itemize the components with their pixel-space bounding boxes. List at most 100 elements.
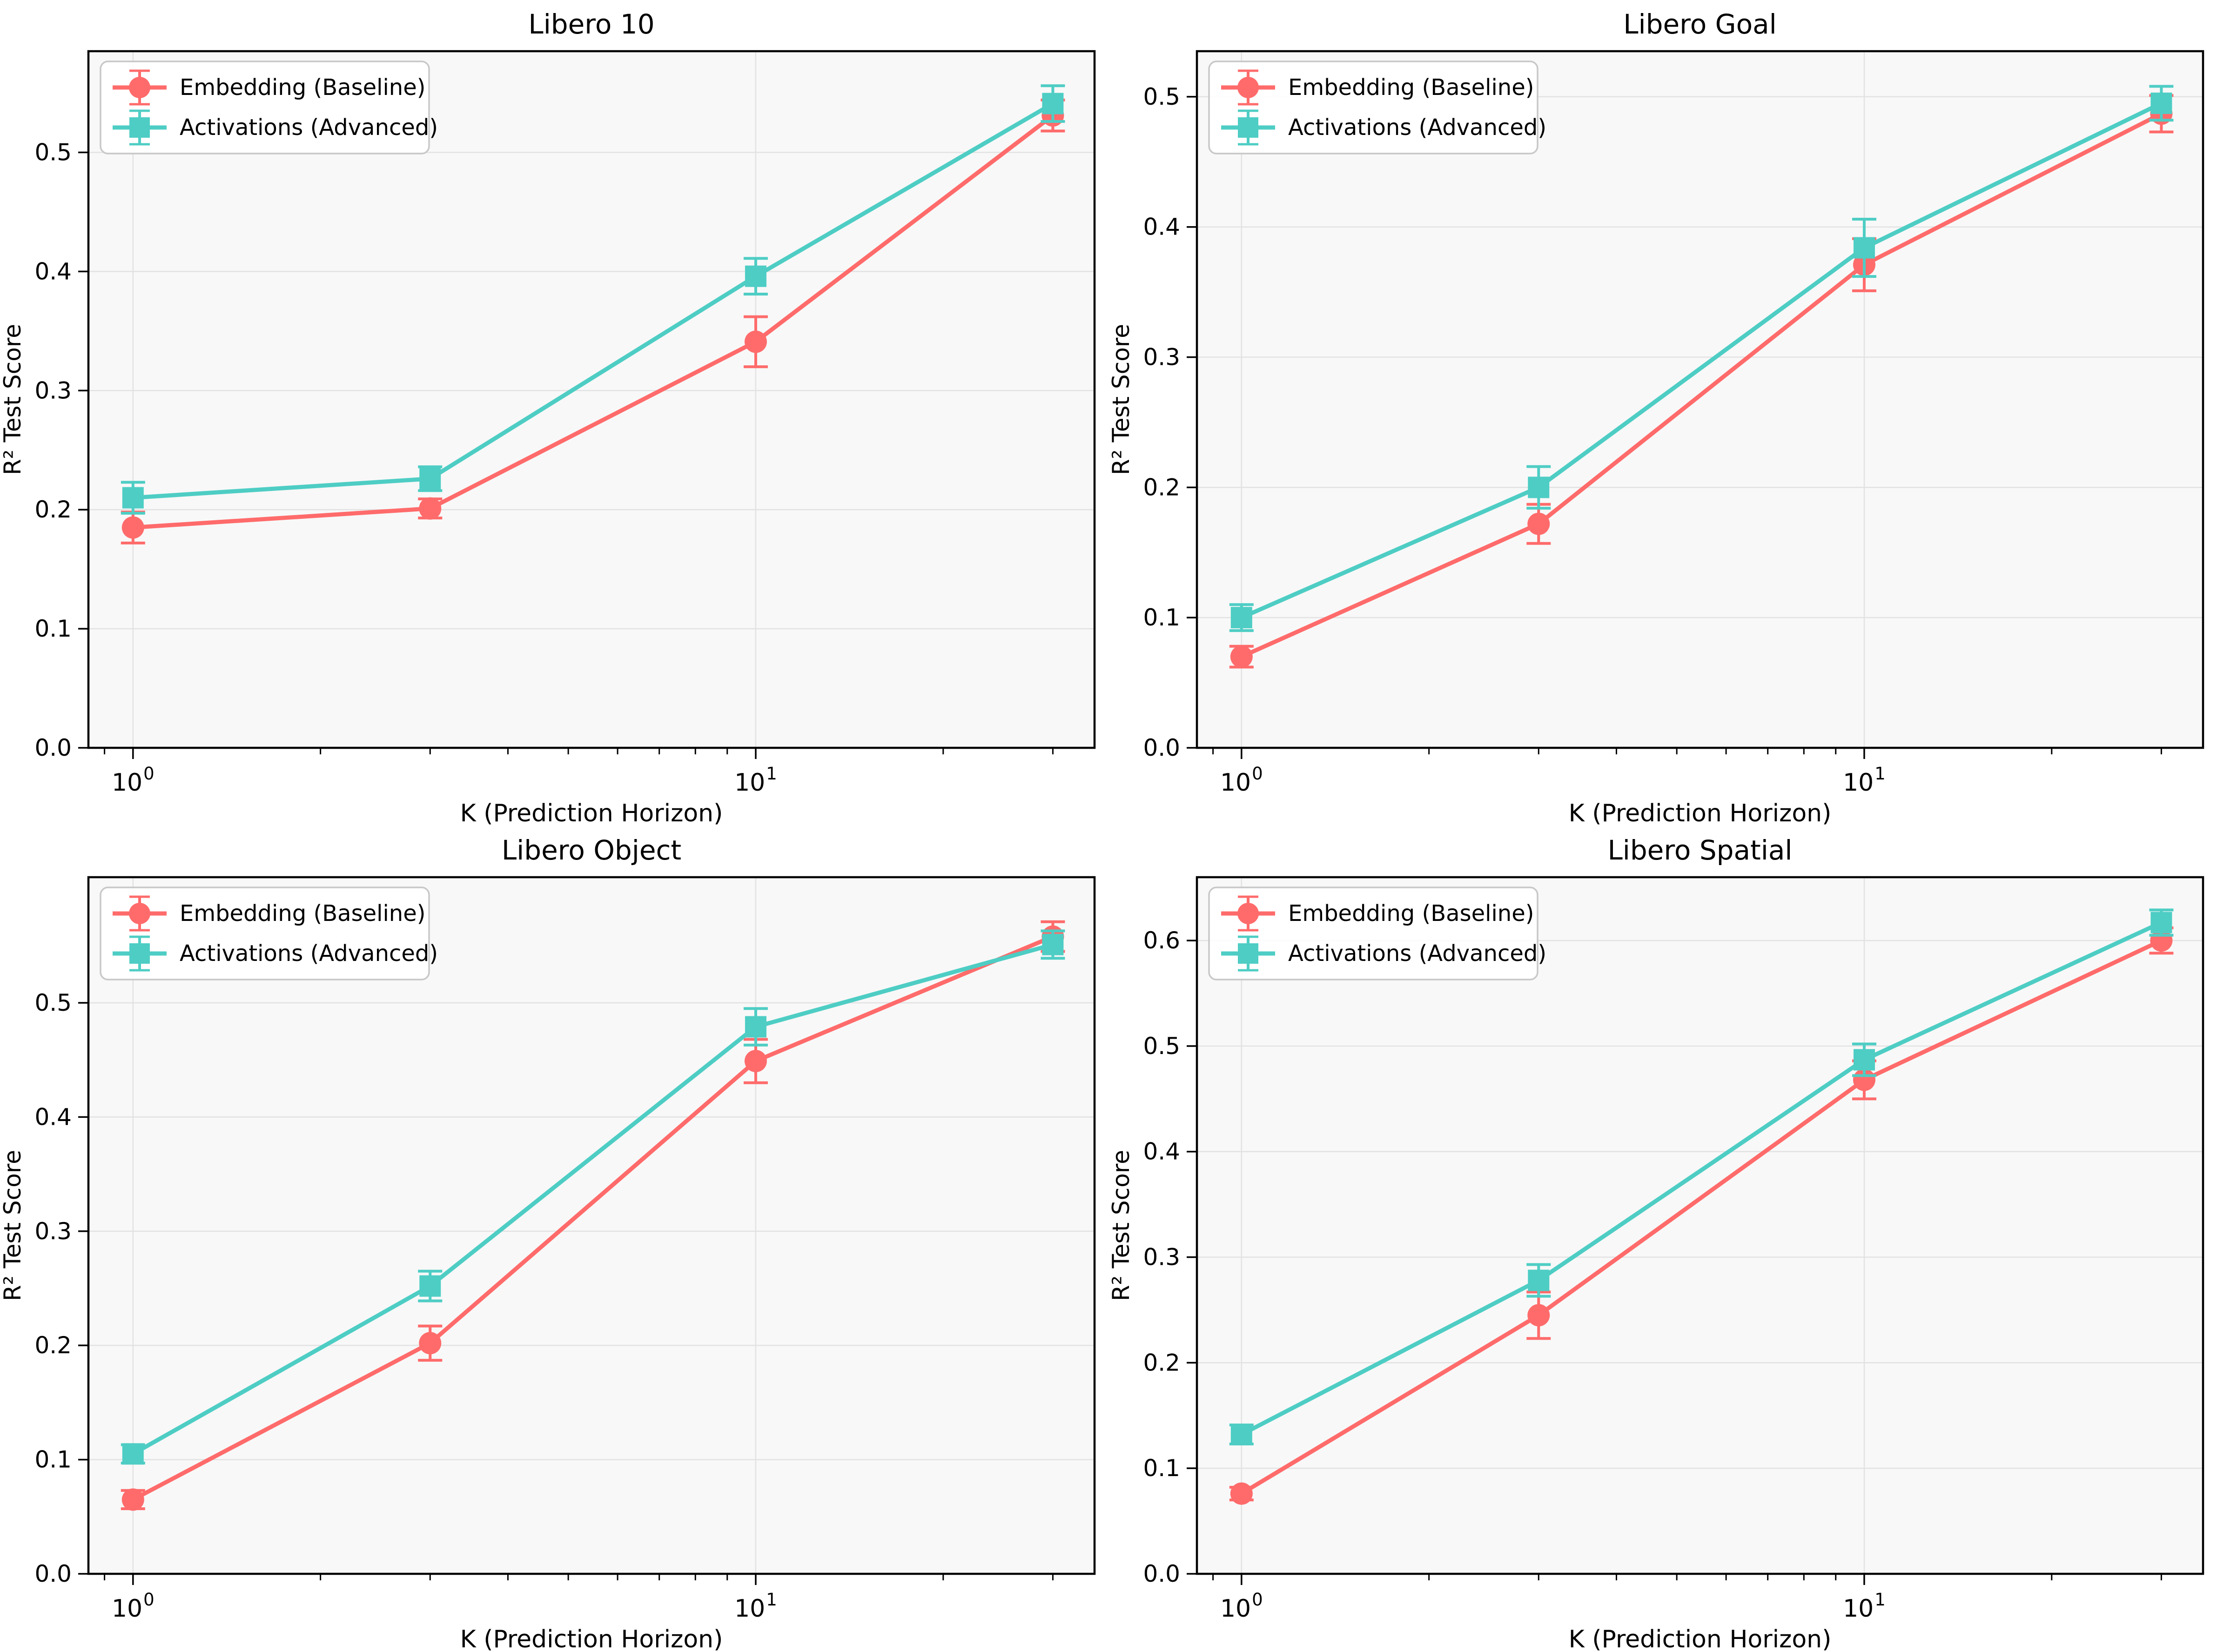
legend-item-activations: Activations (Advanced)	[113, 935, 438, 972]
x-tick-labels: 100 101	[112, 1590, 777, 1623]
legend-label: Embedding (Baseline)	[180, 74, 425, 101]
markers-activations	[1230, 912, 2172, 1445]
plot-area	[1197, 877, 2203, 1574]
x-tick-label: 100	[1220, 764, 1263, 797]
y-tick-label: 0.0	[1143, 734, 1180, 761]
series-activations	[121, 84, 1065, 515]
x-axis-label: K (Prediction Horizon)	[1569, 799, 1832, 826]
data-point-activations	[419, 1275, 441, 1297]
axis-ticks	[78, 151, 1054, 759]
data-point-embedding	[1230, 1482, 1253, 1505]
y-tick-label: 0.1	[34, 615, 72, 642]
y-tick-label: 0.0	[34, 1560, 72, 1587]
data-point-activations	[122, 487, 144, 509]
legend-marker-circle	[1237, 77, 1259, 98]
series-activations	[1229, 908, 2174, 1446]
data-line-activations	[132, 942, 1054, 1456]
x-tick-label: 100	[112, 1590, 155, 1623]
x-axis-label: K (Prediction Horizon)	[460, 799, 723, 826]
data-point-activations	[2150, 912, 2172, 933]
data-point-activations	[1853, 237, 1875, 259]
data-point-activations	[1230, 1424, 1252, 1445]
legend-label: Embedding (Baseline)	[1288, 74, 1534, 101]
data-point-embedding	[1527, 512, 1550, 535]
axes-spines	[87, 50, 1096, 749]
axis-ticks	[78, 1002, 1054, 1585]
subplot-libero-goal: 0.0 0.1 0.2 0.3 0.4 0.5 100 101 Embedding (Basel…	[1108, 0, 2217, 826]
markers-activations	[1230, 92, 2172, 629]
legend-marker-square	[1238, 943, 1258, 964]
chart-title: Libero Spatial	[1607, 834, 1792, 866]
plot-area	[88, 877, 1095, 1574]
series-activations	[1229, 85, 2174, 632]
data-point-activations	[2150, 92, 2172, 114]
y-tick-label: 0.1	[1143, 1455, 1180, 1482]
y-axis-label: R² Test Score	[1108, 324, 1135, 475]
data-line-activations	[1241, 101, 2163, 620]
legend-item-embedding: Embedding (Baseline)	[1221, 895, 1534, 932]
subplot-libero-spatial: 0.0 0.1 0.2 0.3 0.4 0.5 0.6 100 101 Embedding (Ba…	[1108, 826, 2217, 1652]
legend-marker-square	[129, 117, 150, 138]
x-tick-label: 101	[734, 764, 777, 797]
data-line-embedding	[133, 114, 1055, 530]
y-tick-label: 0.3	[34, 377, 72, 404]
axis-ticks	[1187, 96, 2162, 759]
y-tick-label: 0.2	[1143, 1349, 1180, 1376]
y-tick-label: 0.6	[1143, 927, 1180, 954]
legend: Embedding (Baseline) Activations (Advance…	[1208, 886, 1546, 980]
data-point-activations	[745, 265, 766, 287]
y-tick-label: 0.2	[34, 496, 72, 523]
legend: Embedding (Baseline) Activations (Advance…	[1208, 60, 1546, 154]
y-tick-label: 0.5	[1143, 1033, 1180, 1060]
chart-libero-object: 0.0 0.1 0.2 0.3 0.4 0.5 100 101 Embedding (Basel…	[0, 834, 1096, 1652]
chart-libero-spatial: 0.0 0.1 0.2 0.3 0.4 0.5 0.6 100 101 Embedding (Ba…	[1108, 834, 2204, 1652]
data-point-activations	[1528, 1269, 1550, 1291]
x-tick-label: 101	[1843, 1590, 1886, 1623]
markers-activations	[122, 933, 1064, 1465]
data-point-activations	[419, 468, 441, 490]
y-tick-label: 0.4	[1143, 214, 1180, 241]
x-tick-labels: 100 101	[1220, 764, 1886, 797]
data-line-embedding	[1240, 112, 2163, 659]
legend-item-embedding: Embedding (Baseline)	[113, 69, 425, 106]
data-point-activations	[1042, 93, 1064, 114]
x-axis-label: K (Prediction Horizon)	[1569, 1625, 1832, 1652]
y-tick-label: 0.0	[34, 734, 72, 761]
y-tick-label: 0.4	[34, 1103, 72, 1130]
legend-box	[100, 60, 430, 154]
data-point-embedding	[1230, 645, 1253, 668]
legend-item-activations: Activations (Advanced)	[1221, 935, 1546, 972]
x-tick-labels: 100 101	[1220, 1590, 1886, 1623]
markers-activations	[122, 93, 1064, 509]
y-tick-label: 0.5	[34, 989, 72, 1016]
x-tick-label: 100	[112, 764, 155, 797]
legend-label: Activations (Advanced)	[1288, 114, 1546, 141]
plot-area	[1197, 51, 2203, 748]
y-axis-label: R² Test Score	[0, 324, 26, 475]
data-point-activations	[745, 1016, 766, 1038]
chart-title: Libero 10	[528, 8, 654, 40]
legend-label: Activations (Advanced)	[180, 940, 438, 967]
y-tick-label: 0.4	[1143, 1138, 1180, 1165]
data-point-embedding	[419, 1332, 442, 1355]
y-tick-label: 0.3	[34, 1218, 72, 1245]
subplot-libero-10: 0.0 0.1 0.2 0.3 0.4 0.5 100 101 Embedding (Basel…	[0, 0, 1108, 826]
x-tick-label: 100	[1220, 1590, 1263, 1623]
chart-libero-10: 0.0 0.1 0.2 0.3 0.4 0.5 100 101 Embedding (Basel…	[0, 8, 1096, 826]
y-tick-label: 0.1	[1143, 604, 1180, 631]
data-point-embedding	[121, 516, 144, 539]
data-line-embedding	[1240, 939, 2163, 1496]
data-point-activations	[1230, 607, 1252, 629]
y-tick-label: 0.1	[34, 1446, 72, 1473]
legend-marker-circle	[129, 903, 150, 924]
chart-libero-goal: 0.0 0.1 0.2 0.3 0.4 0.5 100 101 Embedding (Basel…	[1108, 8, 2204, 826]
x-axis-label: K (Prediction Horizon)	[460, 1625, 723, 1652]
y-tick-labels: 0.0 0.1 0.2 0.3 0.4 0.5	[34, 139, 72, 761]
chart-title: Libero Goal	[1623, 8, 1777, 40]
x-tick-label: 101	[1843, 764, 1886, 797]
legend-box	[1208, 886, 1538, 980]
legend-marker-square	[1238, 117, 1258, 138]
legend-marker-square	[129, 943, 150, 964]
data-point-embedding	[419, 497, 442, 520]
